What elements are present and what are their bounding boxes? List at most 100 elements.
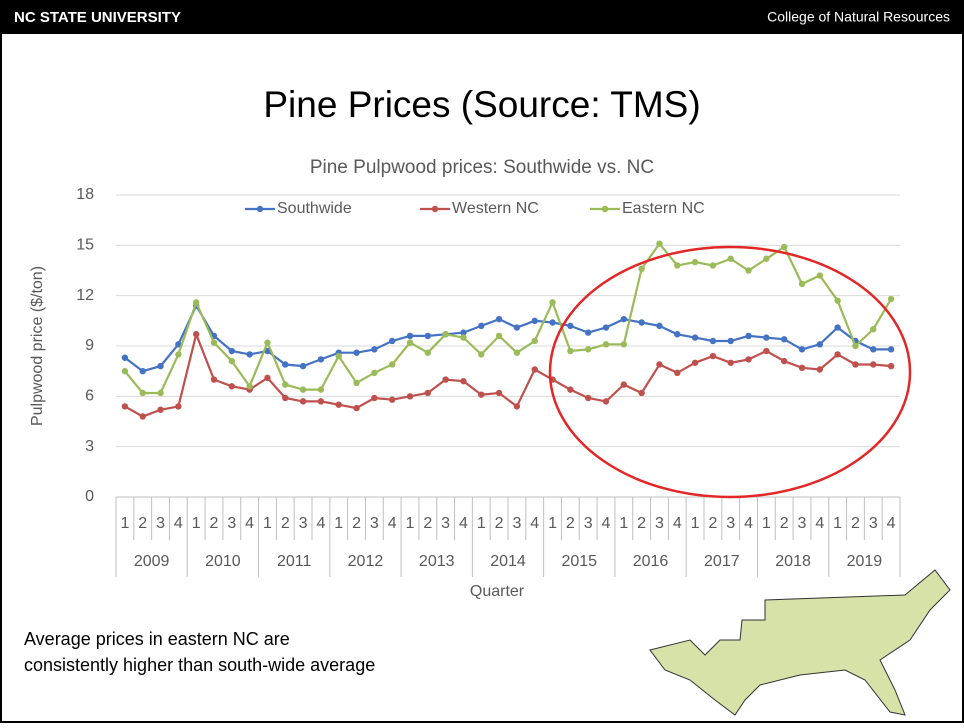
x-group-label: 2018 (775, 553, 811, 570)
x-tick-label: 2 (138, 515, 147, 532)
map (649, 569, 951, 716)
data-point (264, 374, 271, 382)
data-point (870, 326, 877, 333)
data-point (264, 339, 271, 346)
data-point (567, 322, 574, 330)
data-point (638, 389, 645, 397)
data-point (299, 398, 307, 405)
x-tick-label: 1 (406, 515, 415, 532)
x-tick-label: 3 (370, 515, 379, 532)
x-tick-label: 3 (227, 515, 236, 532)
data-point (887, 295, 895, 303)
x-group-label: 2009 (134, 553, 170, 570)
data-point (656, 361, 663, 368)
data-point (371, 346, 378, 353)
data-point (228, 357, 236, 365)
data-point (727, 255, 734, 262)
y-tick-label: 18 (76, 186, 94, 203)
x-tick-label: 1 (263, 515, 272, 532)
data-point (121, 403, 129, 410)
data-point (727, 359, 734, 366)
data-point (495, 389, 503, 397)
data-point (834, 351, 841, 358)
x-tick-label: 2 (637, 515, 646, 532)
data-point (691, 334, 699, 341)
x-tick-label: 4 (673, 515, 682, 532)
x-tick-label: 4 (744, 515, 753, 532)
data-point (478, 322, 485, 330)
x-tick-label: 1 (548, 515, 557, 532)
x-tick-label: 1 (120, 515, 129, 532)
header-right: College of Natural Resources (767, 9, 950, 25)
x-tick-label: 4 (530, 515, 539, 532)
data-point (763, 334, 770, 341)
legend-label: Southwide (277, 200, 352, 217)
x-tick-label: 3 (584, 515, 593, 532)
y-axis-label: Pulpwood price ($/ton) (29, 266, 46, 426)
data-point (228, 347, 236, 355)
data-point (192, 331, 200, 338)
data-point (406, 339, 414, 346)
data-point (139, 413, 146, 420)
data-point (816, 366, 824, 373)
data-point (602, 324, 610, 331)
data-point (727, 337, 734, 345)
x-tick-label: 3 (655, 515, 664, 532)
data-point (638, 319, 645, 326)
x-group-label: 2015 (561, 553, 597, 570)
data-point (674, 262, 681, 269)
data-point (228, 383, 236, 390)
x-tick-label: 1 (691, 515, 700, 532)
data-point (495, 332, 503, 340)
annotation: Average prices in eastern NC are (24, 629, 290, 649)
y-tick-label: 15 (76, 237, 94, 254)
data-point (210, 376, 218, 383)
chart-title: Pine Pulpwood prices: Southwide vs. NC (310, 157, 654, 178)
x-tick-label: 3 (441, 515, 450, 532)
data-point (442, 331, 449, 338)
data-point (513, 403, 521, 410)
data-point (388, 337, 396, 345)
data-point (816, 341, 824, 348)
data-point (638, 265, 645, 273)
data-point (567, 386, 574, 393)
x-tick-label: 1 (477, 515, 486, 532)
data-point (567, 347, 574, 355)
x-tick-label: 2 (281, 515, 290, 532)
x-tick-label: 1 (833, 515, 842, 532)
data-point (513, 349, 521, 356)
data-point (870, 346, 877, 353)
data-point (388, 361, 396, 368)
data-point (602, 398, 610, 405)
data-point (246, 383, 253, 390)
data-point (192, 299, 200, 306)
data-point (335, 401, 342, 408)
x-tick-label: 1 (192, 515, 201, 532)
x-tick-label: 4 (388, 515, 397, 532)
data-point (513, 324, 521, 331)
data-point (282, 394, 289, 402)
x-tick-label: 2 (566, 515, 575, 532)
x-tick-label: 2 (851, 515, 860, 532)
data-point (780, 243, 788, 251)
data-point (531, 337, 538, 345)
x-group-label: 2011 (277, 553, 312, 570)
data-point (371, 394, 378, 402)
x-tick-label: 4 (245, 515, 254, 532)
data-point (157, 362, 164, 370)
data-point (834, 324, 841, 331)
data-point (674, 369, 681, 377)
data-point (121, 354, 129, 361)
x-tick-label: 3 (869, 515, 878, 532)
legend-marker (256, 205, 264, 213)
data-point (620, 381, 628, 388)
data-point (175, 341, 182, 348)
data-point (371, 369, 378, 377)
x-tick-label: 4 (174, 515, 183, 532)
x-tick-label: 4 (602, 515, 611, 532)
x-tick-label: 4 (815, 515, 824, 532)
data-point (745, 332, 752, 340)
x-tick-label: 2 (708, 515, 717, 532)
